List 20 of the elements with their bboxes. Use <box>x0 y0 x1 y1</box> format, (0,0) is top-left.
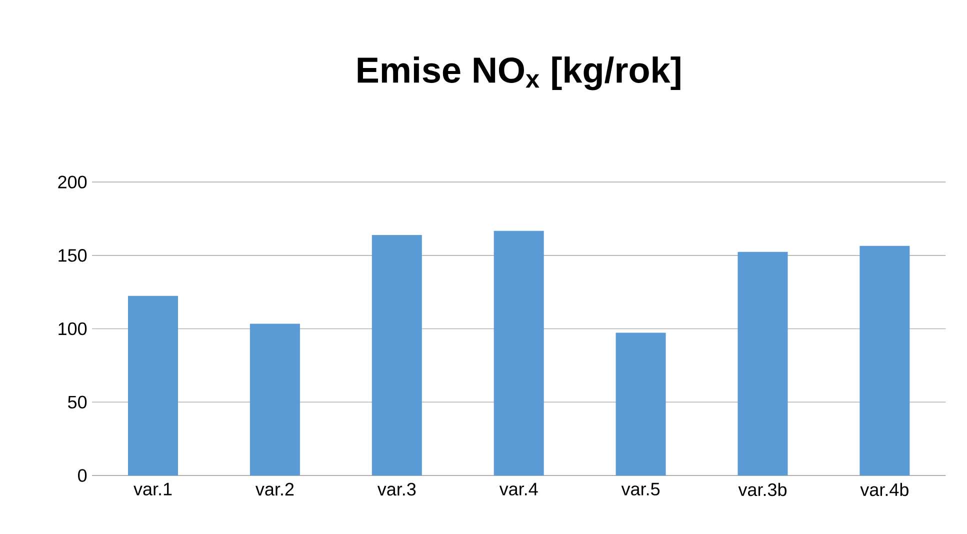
y-tick-label: 0 <box>78 469 87 482</box>
bar <box>250 324 300 476</box>
y-tick-label: 100 <box>58 322 87 336</box>
x-tick-label: var.5 <box>621 483 660 496</box>
bar <box>494 231 544 476</box>
chart-title: Emise NO$_{x}$ [kg/rok] <box>358 56 680 90</box>
x-tick-label: var.4 <box>499 483 538 496</box>
bar <box>738 252 788 476</box>
bar <box>128 296 178 476</box>
bar <box>860 246 910 476</box>
bar <box>616 332 666 476</box>
x-tick-label: var.2 <box>256 483 294 496</box>
y-tick-label: 200 <box>58 176 87 189</box>
x-tick-label: var.3b <box>738 483 787 496</box>
x-tick-label: var.3 <box>377 483 416 496</box>
y-tick-label: 150 <box>58 249 87 262</box>
x-tick-label: var.4b <box>860 483 908 496</box>
y-tick-label: 50 <box>68 396 87 409</box>
x-tick-label: var.1 <box>134 483 172 496</box>
bar <box>372 235 422 476</box>
